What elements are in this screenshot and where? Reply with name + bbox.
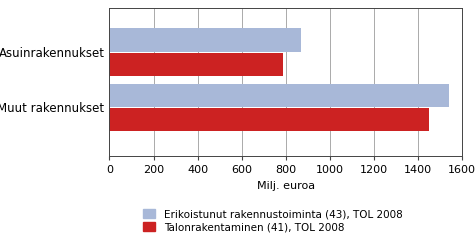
X-axis label: Milj. euroa: Milj. euroa [257, 181, 315, 191]
Legend: Erikoistunut rakennustoiminta (43), TOL 2008, Talonrakentaminen (41), TOL 2008: Erikoistunut rakennustoiminta (43), TOL … [143, 209, 402, 232]
Bar [109, 108, 429, 131]
Bar [109, 84, 448, 107]
Bar [109, 53, 283, 76]
Bar [109, 28, 301, 52]
